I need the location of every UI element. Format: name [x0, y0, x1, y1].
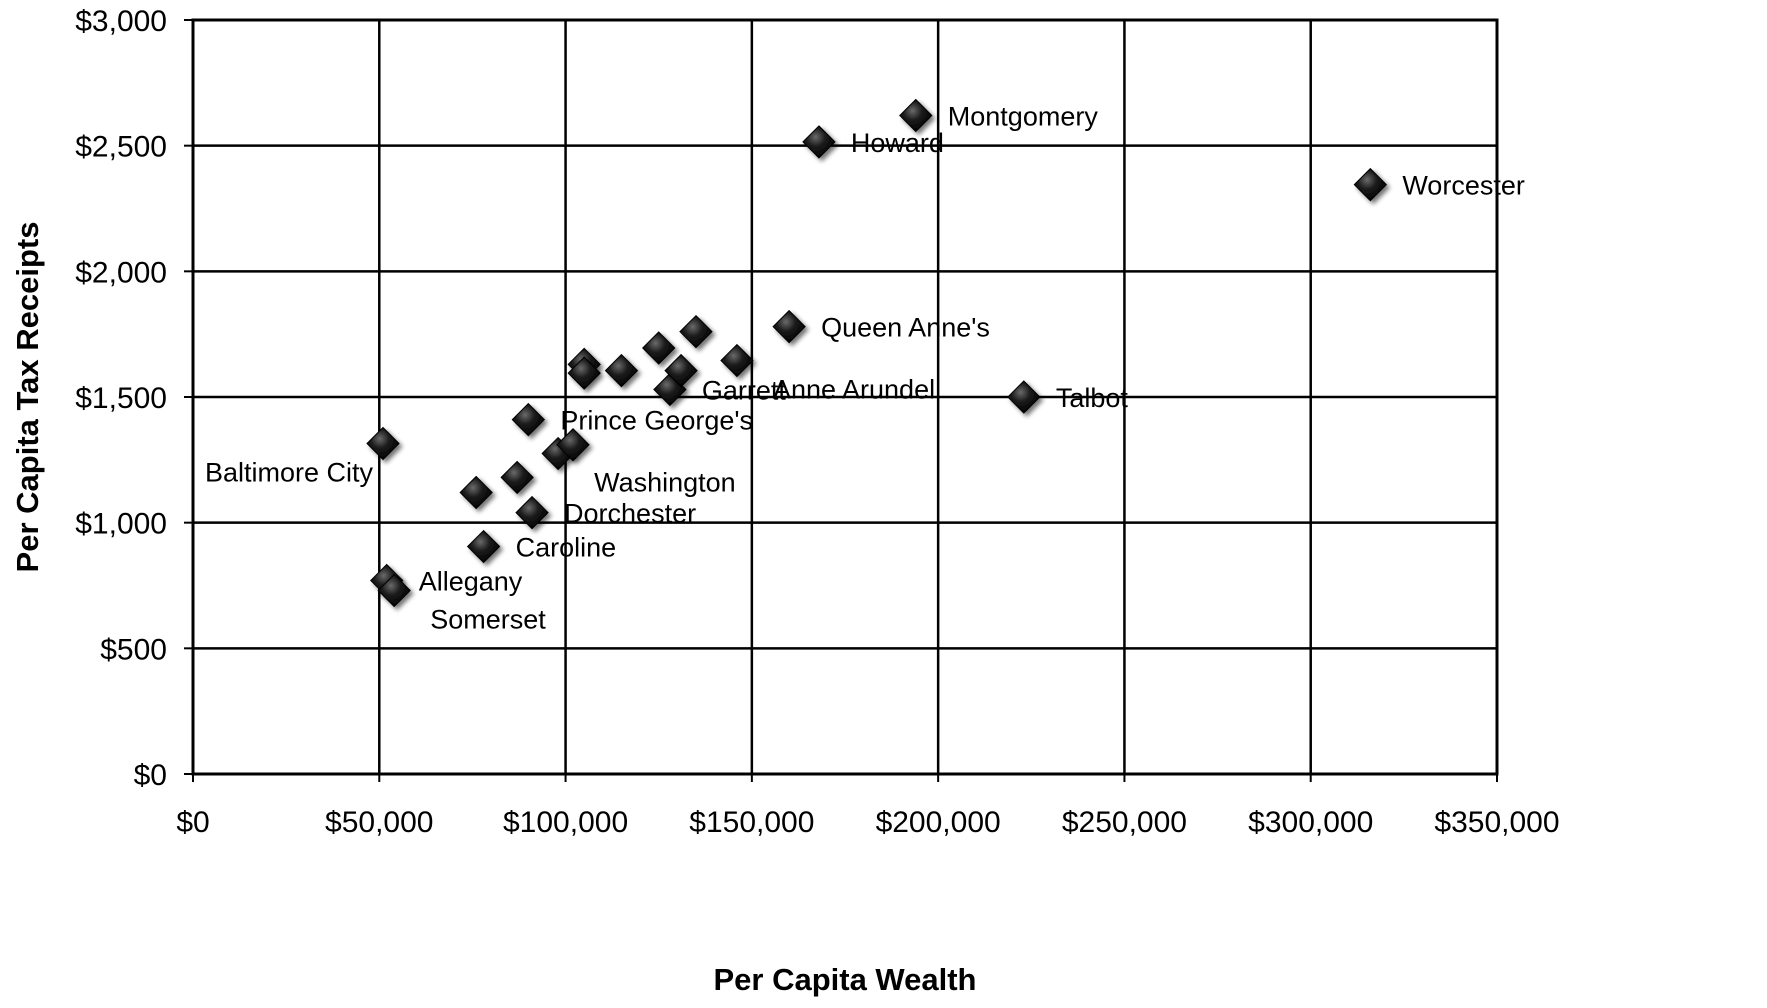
y-tick-label: $0: [134, 759, 167, 792]
point-label: Allegany: [419, 566, 523, 596]
data-point-marker: [366, 426, 400, 461]
x-tick-label: $150,000: [689, 806, 814, 839]
data-point-marker: [377, 573, 411, 608]
data-point-marker: [802, 125, 836, 159]
point-label: Worcester: [1402, 171, 1525, 201]
point-label: Queen Anne's: [821, 313, 990, 343]
data-point-marker: [899, 98, 933, 133]
point-label: Prince George's: [560, 406, 753, 436]
x-tick-label: $50,000: [325, 806, 433, 839]
data-point-marker: [604, 353, 639, 388]
x-tick-label: $0: [176, 806, 209, 839]
data-point-marker: [772, 309, 806, 344]
data-point-marker: [679, 314, 713, 349]
point-label: Dorchester: [564, 499, 696, 529]
data-point-marker: [1353, 167, 1388, 202]
x-tick-label: $300,000: [1248, 806, 1373, 839]
data-point-marker: [664, 353, 698, 388]
y-tick-label: $1,000: [75, 508, 167, 541]
point-label: Garrett: [702, 375, 787, 405]
y-tick-label: $500: [100, 633, 167, 666]
x-axis-ticks: $0 $50,000 $100,000 $150,000 $200,000 $250,00…: [176, 774, 1560, 839]
data-point-marker: [515, 495, 549, 530]
point-label: Howard: [851, 128, 944, 158]
y-tick-label: $3,000: [75, 5, 167, 38]
point-label: Montgomery: [948, 102, 1099, 132]
x-tick-label: $350,000: [1434, 806, 1559, 839]
point-label: Somerset: [430, 605, 546, 635]
data-point-marker: [567, 356, 601, 390]
point-label: Talbot: [1056, 383, 1129, 413]
y-axis-title: Per Capita Tax Receipts: [10, 222, 45, 573]
data-point-marker: [556, 428, 590, 462]
data-points: [366, 98, 1388, 608]
data-point-marker: [642, 331, 676, 365]
x-tick-label: $200,000: [876, 806, 1001, 839]
x-tick-label: $250,000: [1062, 806, 1187, 839]
y-tick-label: $1,500: [75, 382, 167, 415]
data-point-marker: [466, 529, 501, 564]
data-point-marker: [1007, 380, 1041, 414]
point-label: Washington: [594, 468, 736, 498]
data-point-marker: [459, 475, 493, 510]
data-point-marker: [720, 343, 754, 378]
y-tick-label: $2,500: [75, 131, 167, 164]
gridlines: [191, 18, 1499, 776]
y-tick-label: $2,000: [75, 256, 167, 289]
data-point-marker: [500, 460, 534, 495]
x-tick-label: $100,000: [503, 806, 628, 839]
point-label: Caroline: [516, 533, 617, 563]
y-axis-ticks: $0 $500 $1,000 $1,500 $2,000 $2,500 $3,000: [75, 5, 193, 792]
data-point-marker: [511, 402, 546, 437]
point-label: Baltimore City: [205, 457, 374, 487]
point-label: Anne Arundel: [773, 375, 935, 405]
x-axis-title: Per Capita Wealth: [713, 962, 976, 997]
